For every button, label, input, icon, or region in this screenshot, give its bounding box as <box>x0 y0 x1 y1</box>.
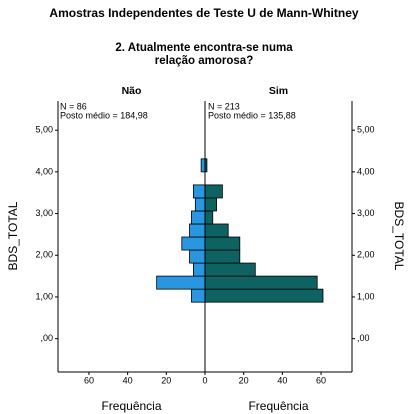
x-axis-label: Frequência <box>248 399 308 413</box>
y-tick-label: 4,00 <box>35 166 53 176</box>
bar <box>194 197 206 212</box>
bar <box>191 288 206 303</box>
bar <box>204 275 318 290</box>
x-axis-label: Frequência <box>101 399 161 413</box>
bar <box>189 223 206 238</box>
x-tick-label: 0 <box>202 375 207 385</box>
bar <box>204 236 241 251</box>
bar <box>200 158 206 173</box>
bar <box>204 223 229 238</box>
x-tick-label: 60 <box>316 375 326 385</box>
y-tick-label: 1,00 <box>357 291 375 301</box>
bar <box>192 262 206 277</box>
bar <box>156 275 206 290</box>
annotation: Posto médio = 135,88 <box>208 110 296 120</box>
bar <box>192 184 206 199</box>
y-axis-label: BDS_TOTAL <box>392 202 406 271</box>
y-axis-label: BDS_TOTAL <box>6 201 20 270</box>
x-tick-label: 20 <box>239 375 249 385</box>
y-tick-label: 3,00 <box>35 208 53 218</box>
y-tick-label: 2,00 <box>357 250 375 260</box>
bar <box>204 210 214 225</box>
bar <box>204 288 324 303</box>
bar <box>204 249 241 264</box>
y-tick-label: 2,00 <box>35 250 53 260</box>
y-tick-label: 1,00 <box>35 291 53 301</box>
bar <box>204 197 218 212</box>
y-tick-label: ,00 <box>357 333 370 343</box>
annotation: Posto médio = 184,98 <box>60 110 148 120</box>
y-tick-label: 4,00 <box>357 166 375 176</box>
annotation: N = 86 <box>60 101 87 111</box>
chart-subtitle: relação amorosa? <box>155 55 253 67</box>
bar <box>204 262 256 277</box>
y-tick-label: 5,00 <box>35 125 53 135</box>
chart-subtitle: 2. Atualmente encontra-se numa <box>115 42 293 54</box>
y-tick-label: ,00 <box>40 333 53 343</box>
bar <box>189 249 206 264</box>
bar <box>181 236 206 251</box>
group-label: Sim <box>269 85 288 97</box>
group-label: Não <box>122 85 142 97</box>
bar <box>191 210 206 225</box>
bar <box>204 184 223 199</box>
x-tick-label: 40 <box>277 375 287 385</box>
annotation: N = 213 <box>208 101 240 111</box>
chart-title: Amostras Independentes de Teste U de Man… <box>49 6 358 20</box>
x-tick-label: 20 <box>161 375 171 385</box>
y-tick-label: 5,00 <box>357 125 375 135</box>
x-tick-label: 60 <box>84 375 94 385</box>
y-tick-label: 3,00 <box>357 208 375 218</box>
x-tick-label: 40 <box>123 375 133 385</box>
